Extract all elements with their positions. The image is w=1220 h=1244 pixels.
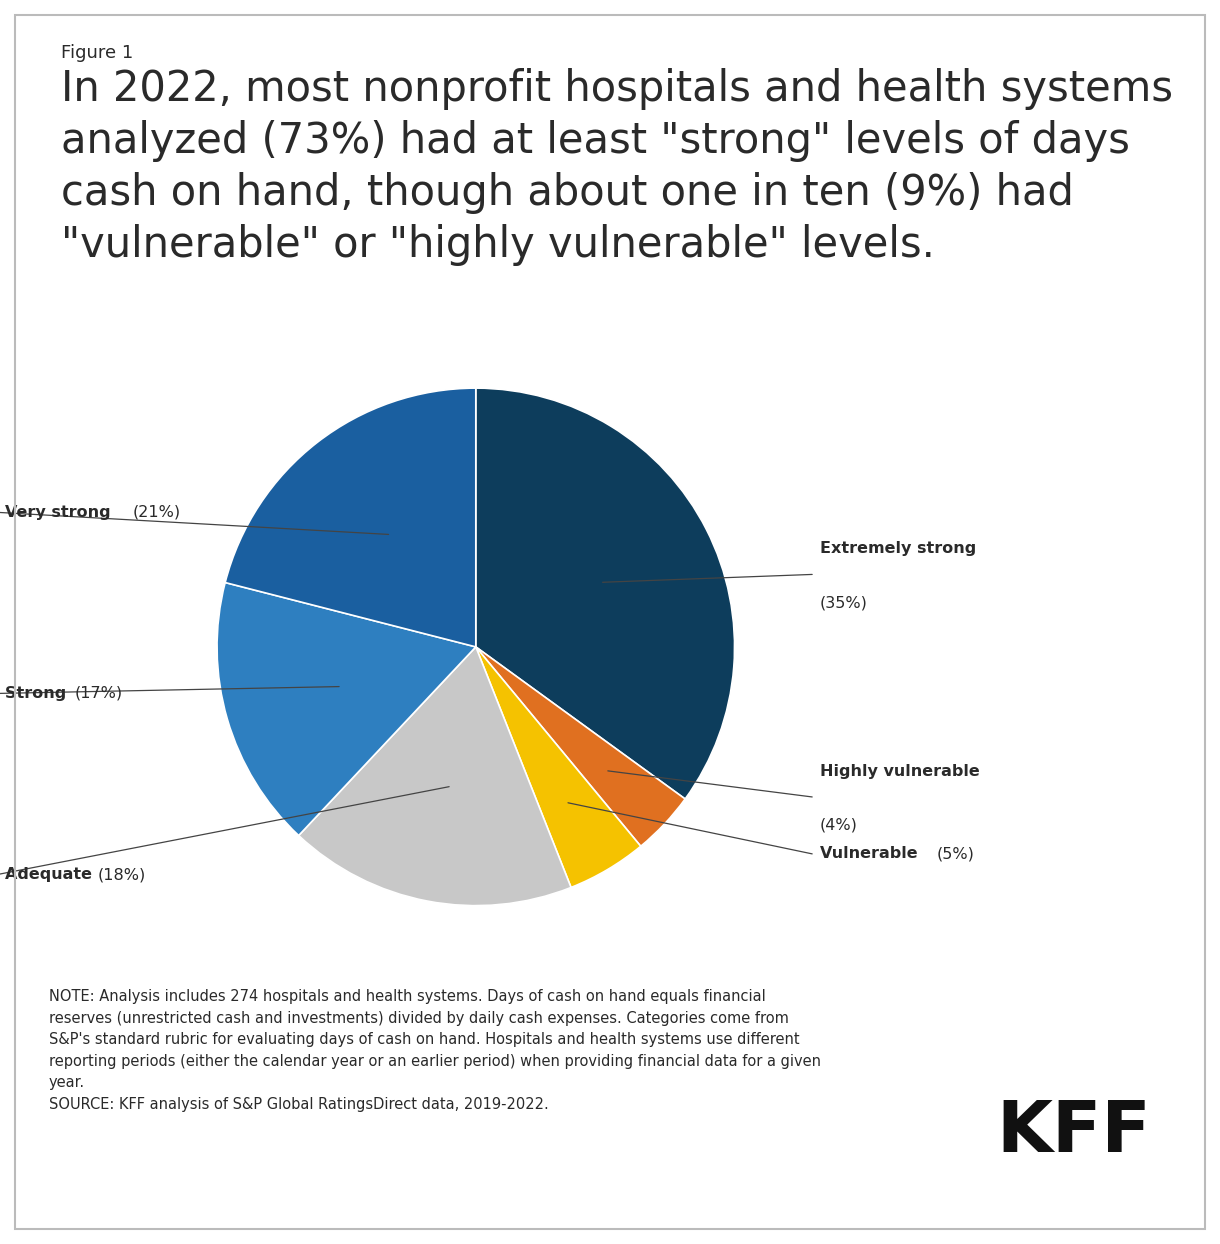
Wedge shape xyxy=(476,647,686,846)
Text: (21%): (21%) xyxy=(133,505,181,520)
Wedge shape xyxy=(226,388,476,647)
Text: KFF: KFF xyxy=(997,1097,1150,1167)
Text: Very strong: Very strong xyxy=(5,505,116,520)
Text: Highly vulnerable: Highly vulnerable xyxy=(820,764,980,779)
Text: NOTE: Analysis includes 274 hospitals and health systems. Days of cash on hand e: NOTE: Analysis includes 274 hospitals an… xyxy=(49,989,821,1112)
Text: Strong: Strong xyxy=(5,685,72,700)
Wedge shape xyxy=(476,647,640,887)
Text: (4%): (4%) xyxy=(820,817,858,832)
Text: Vulnerable: Vulnerable xyxy=(820,846,924,861)
Wedge shape xyxy=(476,388,734,799)
Text: In 2022, most nonprofit hospitals and health systems
analyzed (73%) had at least: In 2022, most nonprofit hospitals and he… xyxy=(61,68,1172,266)
Text: Figure 1: Figure 1 xyxy=(61,44,133,61)
Wedge shape xyxy=(217,582,476,836)
Text: (18%): (18%) xyxy=(98,867,146,882)
Wedge shape xyxy=(299,647,571,906)
Text: (5%): (5%) xyxy=(937,846,975,861)
Text: Extremely strong: Extremely strong xyxy=(820,541,976,556)
Text: (17%): (17%) xyxy=(74,685,123,700)
Text: (35%): (35%) xyxy=(820,595,867,610)
Text: Adequate: Adequate xyxy=(5,867,98,882)
